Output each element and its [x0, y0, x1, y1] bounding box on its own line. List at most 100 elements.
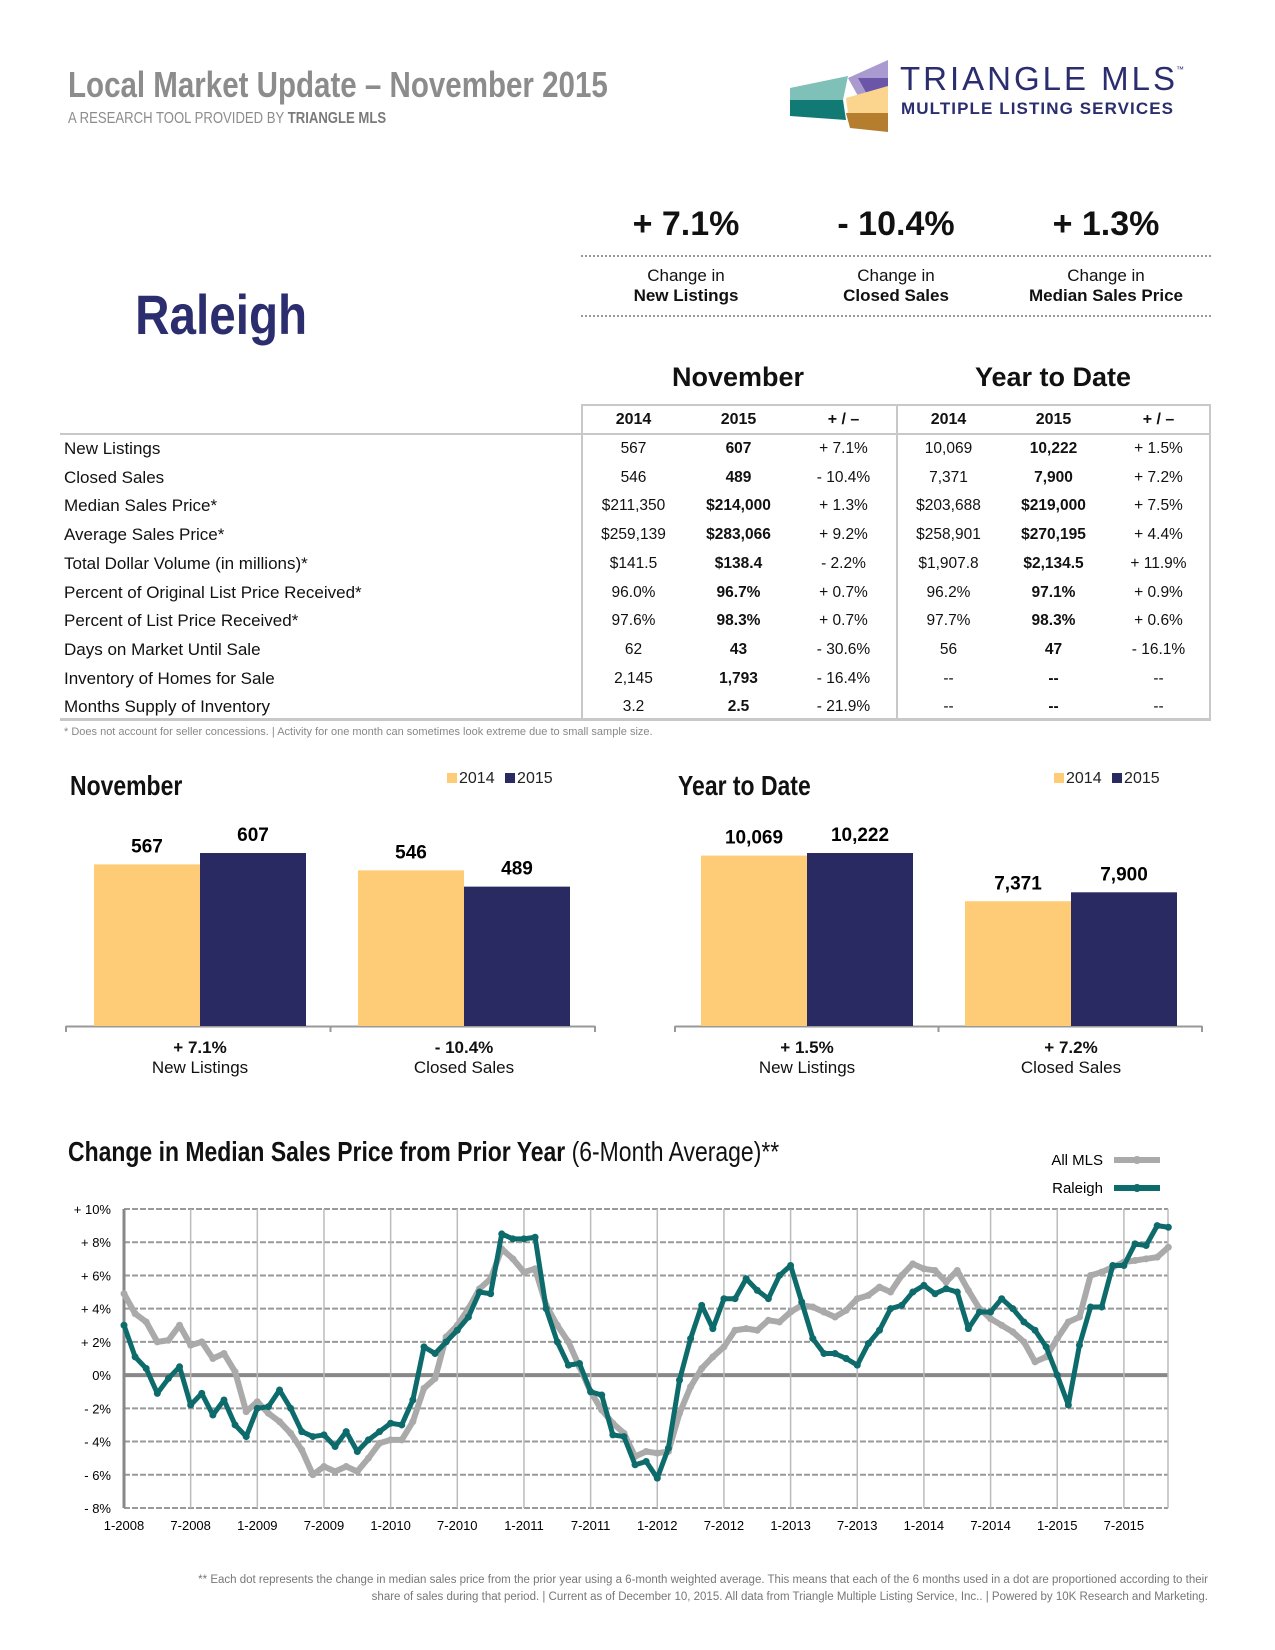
data-point — [420, 1384, 428, 1392]
data-point — [1109, 1261, 1117, 1269]
x-tick-label: 1-2012 — [637, 1518, 677, 1533]
table-cell: + 7.5% — [1134, 497, 1183, 515]
data-point — [353, 1467, 361, 1475]
data-point — [864, 1340, 872, 1348]
table-cell: $283,066 — [706, 526, 771, 544]
y-tick-label: - 4% — [84, 1435, 111, 1450]
data-point — [842, 1355, 850, 1362]
data-point — [1020, 1338, 1028, 1346]
data-point — [187, 1341, 195, 1349]
data-point — [553, 1338, 561, 1346]
data-point — [553, 1321, 561, 1329]
data-point — [153, 1338, 161, 1346]
row-label: Percent of List Price Received* — [64, 611, 299, 631]
bar-charts: 567 607 546 489 10,069 10,222 7,371 7,900 — [65, 825, 1203, 1032]
table-cell: $219,000 — [1021, 497, 1086, 515]
svg-text:™: ™ — [1176, 65, 1184, 74]
y-tick-label: 0% — [92, 1368, 111, 1383]
x-tick-label: 7-2012 — [704, 1518, 744, 1533]
bar-category-label: - 10.4% Closed Sales — [404, 1038, 524, 1078]
data-point — [153, 1389, 161, 1397]
data-point — [242, 1408, 250, 1416]
data-point — [476, 1288, 484, 1296]
table-cell: $1,907.8 — [918, 554, 979, 572]
table-cell: 96.2% — [926, 583, 971, 601]
data-point — [342, 1428, 350, 1436]
data-point — [364, 1454, 372, 1462]
bar-2014 — [358, 870, 464, 1026]
bar-chart-ytd-title: Year to Date — [678, 770, 811, 801]
data-point — [298, 1446, 306, 1454]
report-subtitle: A RESEARCH TOOL PROVIDED BY TRIANGLE MLS — [68, 110, 456, 128]
data-point — [498, 1230, 506, 1238]
data-point — [409, 1396, 417, 1404]
data-point — [609, 1431, 617, 1439]
data-point — [1153, 1222, 1161, 1230]
area-name: Raleigh — [135, 283, 308, 346]
table-cell: 56 — [939, 640, 958, 658]
data-point — [253, 1404, 261, 1412]
table-cell: 2.5 — [727, 698, 750, 716]
x-tick-label: 7-2009 — [304, 1518, 344, 1533]
row-label: Inventory of Homes for Sale — [64, 668, 275, 688]
data-point — [853, 1361, 861, 1369]
data-point — [898, 1301, 906, 1309]
data-point — [931, 1266, 939, 1274]
data-point — [698, 1301, 706, 1309]
data-point — [264, 1409, 272, 1417]
data-point — [775, 1318, 783, 1326]
data-point — [398, 1436, 406, 1444]
data-point — [176, 1363, 184, 1371]
data-point — [875, 1283, 883, 1291]
data-point — [753, 1286, 761, 1294]
bar-2014 — [94, 864, 200, 1026]
kpi-value: + 7.1% — [632, 205, 740, 243]
data-point — [298, 1428, 306, 1436]
data-point — [409, 1418, 417, 1426]
y-tick-label: + 10% — [74, 1202, 112, 1217]
bar-2015 — [807, 853, 913, 1026]
data-point — [987, 1308, 995, 1316]
row-label: Closed Sales — [64, 467, 165, 487]
data-point — [1064, 1401, 1072, 1409]
data-point — [509, 1255, 517, 1263]
data-point — [287, 1404, 295, 1412]
table-cell: 96.7% — [716, 583, 761, 601]
category-change: + 7.1% — [173, 1038, 227, 1057]
table-cell: + 0.6% — [1134, 612, 1183, 630]
x-tick-label: 1-2014 — [904, 1518, 944, 1533]
table-cell: $203,688 — [916, 497, 981, 515]
subtitle-prefix: A RESEARCH TOOL PROVIDED BY — [68, 110, 288, 127]
table-cell: -- — [1048, 698, 1059, 716]
table-cell: 10,222 — [1029, 440, 1078, 457]
bar-2014 — [965, 901, 1071, 1026]
bar-value-label: 567 — [131, 836, 163, 857]
data-point — [820, 1350, 828, 1358]
data-point — [209, 1355, 217, 1362]
table-cell: 97.7% — [926, 612, 971, 630]
column-header: 2014 — [615, 411, 652, 428]
category-name: Closed Sales — [413, 1058, 515, 1077]
y-tick-label: + 4% — [81, 1302, 111, 1317]
table-cell: $2,134.5 — [1023, 554, 1084, 572]
legend-label: 2014 — [459, 770, 495, 787]
table-cell: -- — [1153, 698, 1164, 716]
line-chart-title: Change in Median Sales Price from Prior … — [68, 1136, 780, 1167]
data-point — [542, 1305, 550, 1313]
data-point — [453, 1326, 461, 1334]
legend-swatch-2014 — [1054, 773, 1064, 783]
data-point — [1075, 1341, 1083, 1349]
table-cell: $259,139 — [601, 526, 666, 544]
bar-category-label: + 1.5% New Listings — [747, 1038, 867, 1078]
table-row: Percent of List Price Received* 97.6% 98.3… — [60, 607, 1211, 636]
data-point — [1053, 1335, 1061, 1343]
data-point — [564, 1361, 572, 1369]
data-point — [842, 1306, 850, 1314]
table-cell: 567 — [620, 440, 647, 457]
data-point — [198, 1389, 206, 1397]
data-point — [1064, 1318, 1072, 1326]
bar-value-label: 7,371 — [994, 873, 1042, 894]
data-point — [742, 1275, 750, 1283]
data-point — [887, 1305, 895, 1313]
column-header: + / – — [827, 411, 860, 428]
